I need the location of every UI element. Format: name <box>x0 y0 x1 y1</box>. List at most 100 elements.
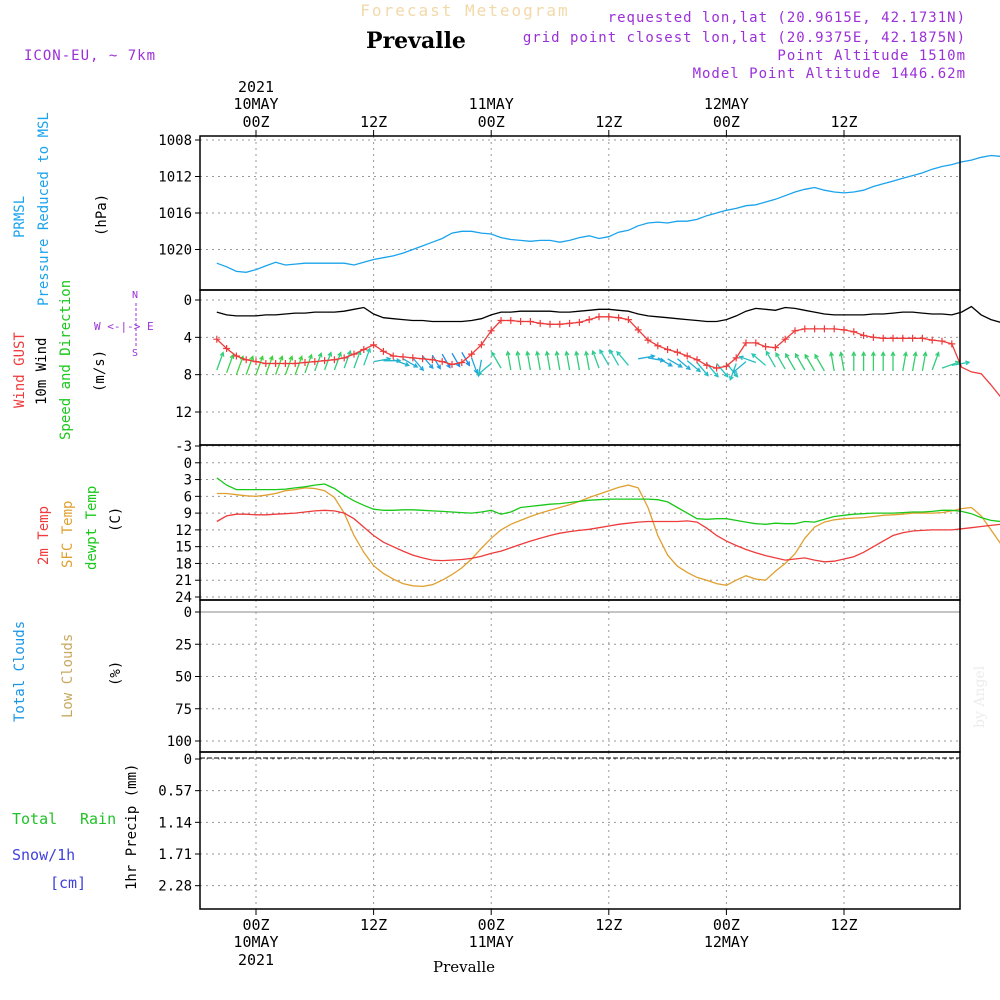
wind-arrow <box>526 351 532 371</box>
wind-arrow <box>333 352 342 371</box>
panel-frame-precip <box>199 751 961 910</box>
wind-arrow-head <box>564 350 570 356</box>
wind-arrow <box>343 350 352 369</box>
wind-arrow <box>716 363 729 378</box>
wind-arrow-head <box>804 353 810 359</box>
wind-arrow-head <box>733 372 739 378</box>
wind-arrow-head <box>922 351 928 357</box>
gust-marker <box>438 358 446 366</box>
wind-arrow <box>657 357 673 367</box>
cloud-unit: (%) <box>108 661 124 686</box>
wind-arrow-head <box>685 365 691 371</box>
ytick-label-cloud: 75 <box>175 702 192 718</box>
wind-arrow <box>804 354 816 372</box>
wind-arrow <box>304 354 313 374</box>
compass-s: S <box>132 348 138 359</box>
gust-marker <box>536 319 544 327</box>
gust-marker <box>428 356 436 364</box>
wind-arrow-head <box>308 353 313 359</box>
wind-arrow <box>477 362 492 376</box>
wind-arrow <box>638 355 655 360</box>
gust-marker <box>683 352 691 360</box>
wind-arrow-head <box>695 367 702 373</box>
bottom-axis-hour: 12Z <box>595 916 622 934</box>
gust-marker <box>409 354 417 362</box>
gust-marker <box>840 326 848 334</box>
wind-arrow-head <box>268 355 274 361</box>
bottom-axis-date: 12MAY <box>704 933 749 951</box>
wind-dir-label: Speed and Direction <box>58 280 74 440</box>
gust-marker <box>281 359 289 367</box>
t2m-line <box>216 509 1000 563</box>
wind-arrow-head <box>751 353 757 358</box>
wind-arrow <box>814 354 825 372</box>
wind-arrow <box>265 356 274 375</box>
wind-arrow-head <box>259 355 264 361</box>
ytick-label-wind: 12 <box>175 405 192 421</box>
chart-title: Prevalle <box>366 28 466 54</box>
gust-marker <box>703 361 711 369</box>
wind-arrow <box>696 362 709 377</box>
wind-arrow <box>732 361 747 373</box>
gust-marker <box>850 328 858 336</box>
wind-arrow <box>676 358 691 370</box>
wind-arrow-head <box>544 350 550 356</box>
dewpt-line <box>216 477 1000 525</box>
ytick-label-temp: -3 <box>175 439 192 455</box>
precip-label: Total Rain Snow/1h [cm] 1hr Precip (mm) <box>12 764 140 892</box>
gust-marker <box>517 317 525 325</box>
wind-arrow-head <box>677 363 683 368</box>
wind-arrow-head <box>609 348 614 355</box>
gust-marker <box>389 352 397 360</box>
wind-arrow <box>274 356 283 375</box>
gust-marker <box>546 320 554 328</box>
ytick-label-cloud: 100 <box>167 734 192 750</box>
watermark: by Angel <box>972 665 988 728</box>
gust-marker <box>938 337 946 345</box>
snow-label: Snow/1h <box>12 846 75 864</box>
compass-n: N <box>132 290 138 301</box>
wind-arrow <box>284 356 293 375</box>
top-axis-hour: 12Z <box>595 113 622 131</box>
ytick-label-cloud: 50 <box>175 670 192 686</box>
gust-marker <box>448 360 456 368</box>
wind-arrow-head <box>465 361 470 367</box>
gust-marker <box>272 359 280 367</box>
top-axis-hour: 00Z <box>242 113 269 131</box>
ytick-label-temp: 15 <box>175 540 192 556</box>
wind-arrow-head <box>476 370 483 376</box>
gust-marker <box>291 359 299 367</box>
wind-arrow-head <box>775 352 780 358</box>
wind-arrow-head <box>851 350 857 357</box>
gust-marker <box>664 345 672 353</box>
wind-arrow <box>911 352 917 372</box>
gust-marker <box>762 343 770 351</box>
gust-marker <box>752 339 760 347</box>
ytick-label-wind: 0 <box>184 293 192 309</box>
gust-marker <box>242 356 250 364</box>
gust-marker <box>811 325 819 333</box>
wind-arrow-head <box>515 350 521 356</box>
wind-arrow-head <box>249 355 255 361</box>
gust-marker <box>487 327 495 335</box>
ytick-label-temp: 9 <box>184 506 192 522</box>
wind-arrow-head <box>327 351 333 357</box>
gust-marker <box>928 336 936 344</box>
gust-marker <box>419 355 427 363</box>
wind-arrow <box>840 352 845 372</box>
ytick-label-wind: 4 <box>184 330 192 346</box>
wind-arrow-head <box>428 364 434 370</box>
wind-arrow-head <box>965 360 971 366</box>
plot-area: 100810121016102004812-303691215182124025… <box>158 78 1000 969</box>
gust-marker <box>252 358 260 366</box>
gust-marker <box>605 313 613 321</box>
wind-arrow <box>609 349 620 366</box>
gust-marker <box>644 336 652 344</box>
wind-arrow <box>585 351 590 371</box>
wind-arrow <box>491 352 502 369</box>
gust-marker <box>340 354 348 362</box>
ytick-label-temp: 6 <box>184 489 192 505</box>
top-axis-hour: 00Z <box>478 113 505 131</box>
cloud-label: Total Clouds Low Clouds (%) <box>12 621 124 722</box>
